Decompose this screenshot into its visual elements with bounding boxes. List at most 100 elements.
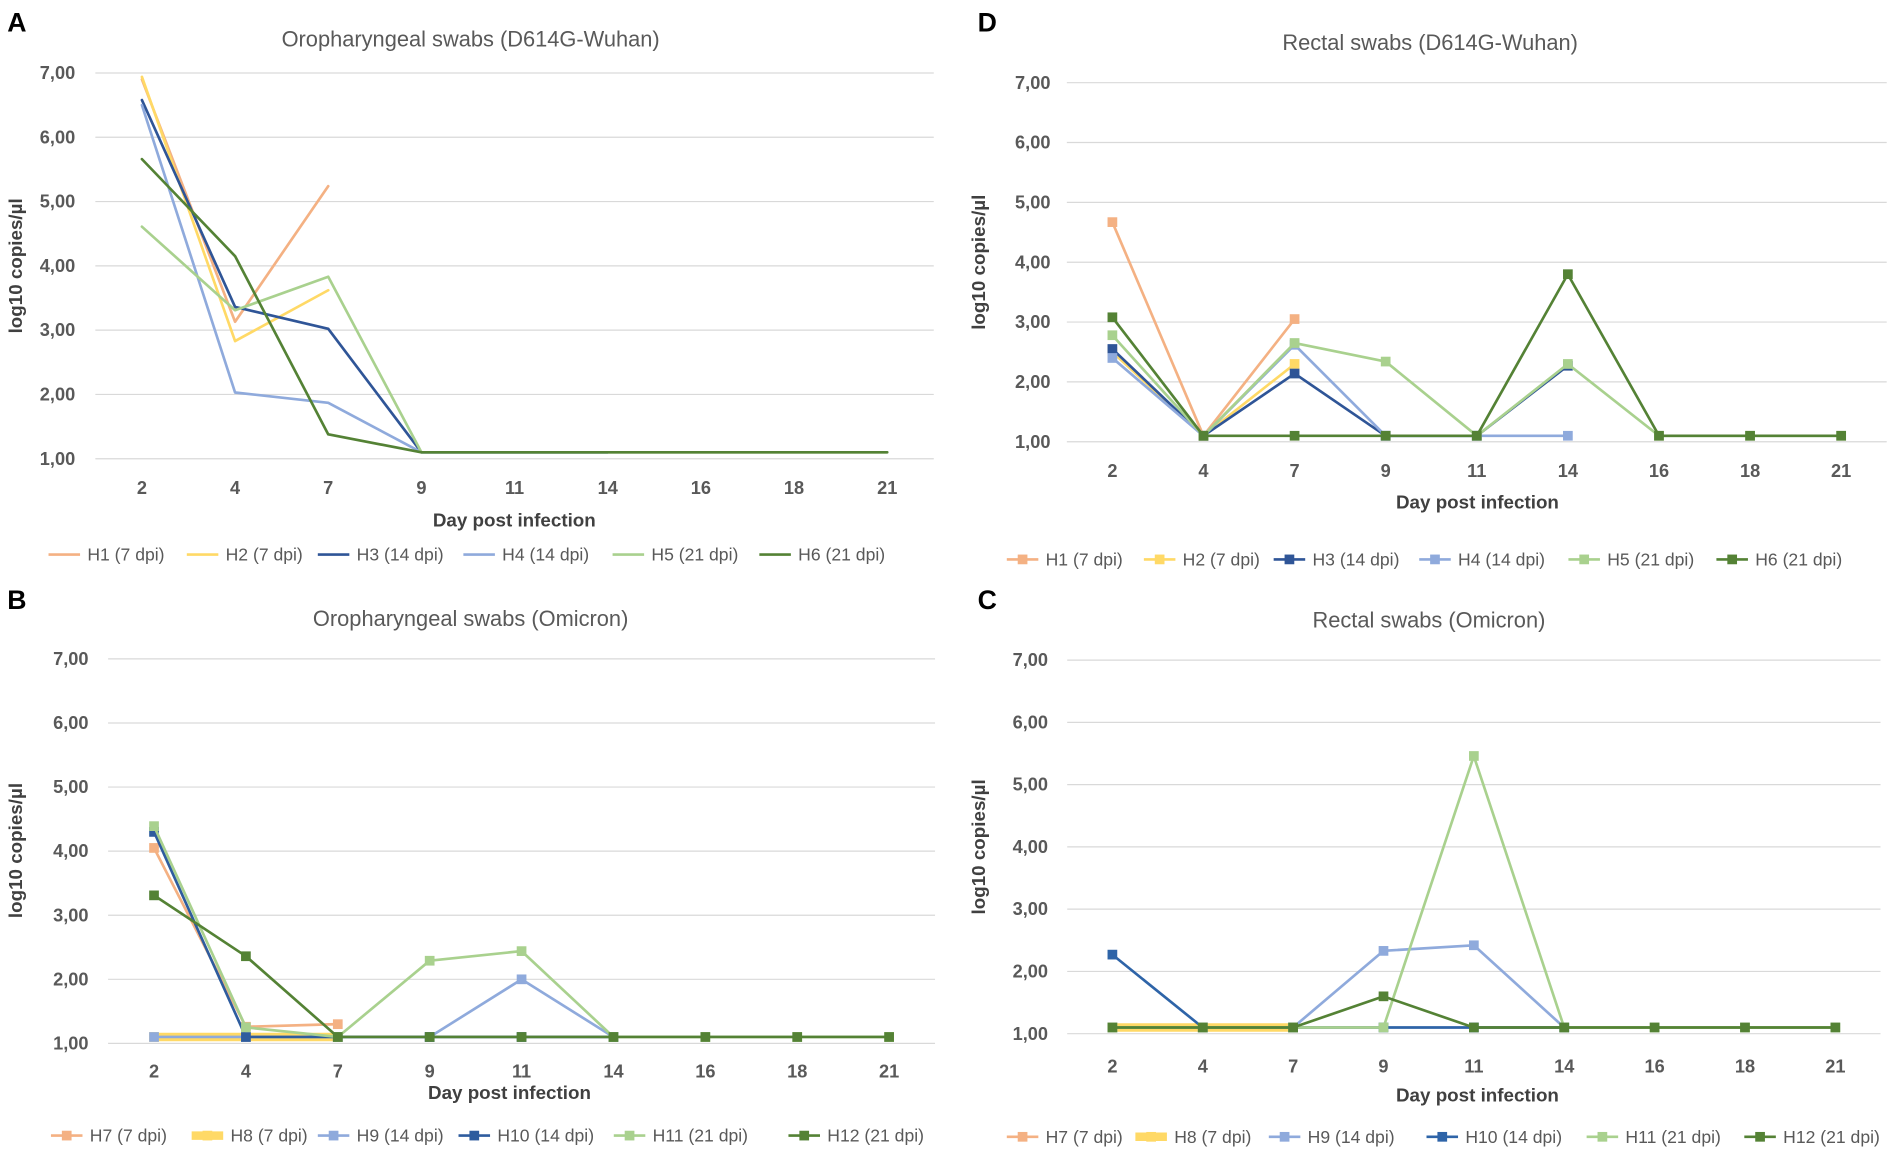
x-tick-label: 14 xyxy=(1554,1057,1575,1077)
y-tick-label: 2,00 xyxy=(53,969,88,989)
legend-label: H8 (7 dpi) xyxy=(230,1126,307,1146)
x-tick-label: 16 xyxy=(1644,1057,1664,1077)
data-point-h10 xyxy=(1107,949,1118,960)
x-tick-label: 16 xyxy=(691,478,711,498)
x-tick-label: 4 xyxy=(230,478,241,498)
chart-panel-b: B Oropharyngeal swabs (Omicron) 1,00 2,00 3,… xyxy=(5,585,936,1146)
data-point-h12 xyxy=(1197,1022,1208,1033)
data-point-h12 xyxy=(149,890,159,901)
y-axis-title: log10 copies/µl xyxy=(5,198,26,333)
data-point-h11 xyxy=(1469,751,1479,761)
x-tick-label: 7 xyxy=(323,478,333,498)
x-tick-label: 7 xyxy=(333,1061,343,1081)
data-point-h12 xyxy=(1378,991,1389,1002)
chart-title: Oropharyngeal swabs (Omicron) xyxy=(313,606,628,631)
x-axis-title: Day post infection xyxy=(428,1082,591,1103)
y-tick-label: 7,00 xyxy=(1015,73,1050,93)
y-tick-label: 3,00 xyxy=(53,905,88,925)
series-h1 xyxy=(140,78,330,324)
legend-item-h11: H11 (21 dpi) xyxy=(613,1126,748,1146)
data-point-h11 xyxy=(1378,1022,1389,1033)
y-tick-label: 7,00 xyxy=(1013,650,1048,670)
legend-item-h12: H12 (21 dpi) xyxy=(1744,1127,1880,1147)
x-tick-label: 21 xyxy=(1831,461,1851,481)
x-tick-label: 4 xyxy=(1198,461,1209,481)
x-tick-label: 21 xyxy=(1825,1057,1845,1077)
legend-item-h4: H4 (14 dpi) xyxy=(463,545,589,565)
data-point-h12 xyxy=(700,1032,711,1042)
y-axis: 1,00 2,00 3,00 4,00 5,00 6,00 7,00 xyxy=(53,649,88,1054)
x-tick-label: 14 xyxy=(603,1061,624,1081)
x-axis-title: Day post infection xyxy=(1396,1085,1559,1106)
data-point-h6 xyxy=(1654,430,1664,441)
y-axis: 1,00 2,00 3,00 4,00 5,00 6,00 7,00 xyxy=(1015,73,1050,452)
legend-item-h7: H7 (7 dpi) xyxy=(50,1126,167,1146)
legend-label: H6 (21 dpi) xyxy=(1755,549,1842,569)
x-tick-label: 4 xyxy=(241,1061,252,1081)
data-point-h4 xyxy=(1563,430,1573,441)
legend-label: H11 (21 dpi) xyxy=(653,1126,748,1146)
data-point-h6 xyxy=(1380,430,1391,441)
y-tick-label: 7,00 xyxy=(40,63,75,83)
data-point-h6 xyxy=(1107,312,1118,323)
x-tick-label: 18 xyxy=(787,1061,807,1081)
x-axis-title: Day post infection xyxy=(1396,491,1559,512)
legend-label: H7 (7 dpi) xyxy=(1046,1127,1123,1147)
legend-label: H4 (14 dpi) xyxy=(1458,549,1545,569)
legend-label: H3 (14 dpi) xyxy=(1312,549,1399,569)
data-point-h12 xyxy=(792,1032,803,1042)
chart-panel-a: A Oropharyngeal swabs (D614G-Wuhan) 1,00 2,… xyxy=(5,8,934,565)
x-tick-label: 11 xyxy=(1467,461,1486,481)
plot-area xyxy=(140,75,889,454)
x-tick-label: 9 xyxy=(1378,1057,1388,1077)
y-tick-label: 6,00 xyxy=(53,713,88,733)
legend-item-h5: H5 (21 dpi) xyxy=(612,545,738,565)
legend-marker xyxy=(1597,1131,1608,1142)
legend-marker xyxy=(1146,1131,1156,1142)
y-tick-label: 2,00 xyxy=(1015,372,1050,392)
chart-panel-d: D Rectal swabs (D614G-Wuhan) 1,00 2,00 3,00 4… xyxy=(968,8,1887,569)
legend-item-h11: H11 (21 dpi) xyxy=(1586,1127,1721,1147)
y-tick-label: 3,00 xyxy=(1015,312,1050,332)
legend-item-h10: H10 (14 dpi) xyxy=(458,1126,594,1146)
x-tick-label: 11 xyxy=(505,478,524,498)
data-point-h11 xyxy=(516,946,527,956)
legend-label: H2 (7 dpi) xyxy=(226,545,303,565)
legend-label: H3 (14 dpi) xyxy=(357,545,444,565)
legend-marker xyxy=(799,1130,810,1141)
legend-label: H1 (7 dpi) xyxy=(87,545,164,565)
x-axis: 2 4 7 9 11 14 16 18 21 xyxy=(137,478,897,498)
y-tick-label: 4,00 xyxy=(1013,837,1048,857)
x-axis: 2 4 7 9 11 14 16 18 21 xyxy=(149,1061,899,1081)
x-tick-label: 14 xyxy=(1558,461,1579,481)
plot-area xyxy=(1107,751,1841,1033)
series-h2 xyxy=(140,75,330,343)
data-point-h5 xyxy=(1289,338,1300,348)
x-tick-label: 9 xyxy=(425,1061,435,1081)
y-tick-label: 5,00 xyxy=(40,192,75,212)
legend-item-h3: H3 (14 dpi) xyxy=(317,545,444,565)
data-point-h11 xyxy=(424,955,435,966)
legend-label: H2 (7 dpi) xyxy=(1183,549,1260,569)
x-tick-label: 2 xyxy=(1107,461,1117,481)
y-tick-label: 6,00 xyxy=(40,127,75,147)
data-point-h11 xyxy=(149,821,159,831)
y-tick-label: 7,00 xyxy=(53,649,88,669)
series-h6 xyxy=(1107,269,1847,441)
data-point-h3 xyxy=(1107,344,1118,354)
y-tick-label: 1,00 xyxy=(1015,432,1050,452)
data-point-h12 xyxy=(1107,1022,1118,1033)
legend-item-h1: H1 (7 dpi) xyxy=(48,545,165,565)
legend-item-h4: H4 (14 dpi) xyxy=(1419,549,1545,569)
series-line-h2 xyxy=(140,75,330,343)
legend-label: H10 (14 dpi) xyxy=(1465,1127,1562,1147)
y-tick-label: 2,00 xyxy=(1013,961,1048,981)
panel-letter: A xyxy=(7,8,26,38)
chart-title: Oropharyngeal swabs (D614G-Wuhan) xyxy=(282,26,660,51)
data-point-h12 xyxy=(1469,1022,1479,1033)
legend-marker xyxy=(1017,1131,1028,1142)
series-line-h6 xyxy=(140,157,889,454)
chart-panel-c: C Rectal swabs (Omicron) 1,00 2,00 3,00 4,00 5… xyxy=(968,585,1881,1147)
legend-marker xyxy=(624,1130,635,1141)
